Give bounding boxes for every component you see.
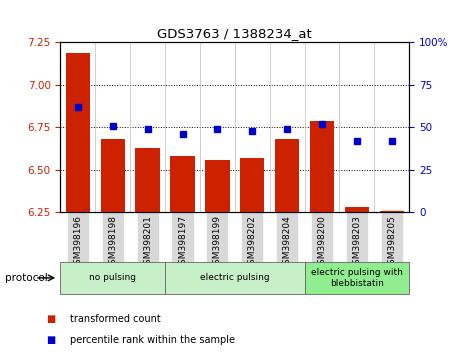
Text: transformed count: transformed count	[70, 314, 160, 324]
Bar	[345, 207, 369, 212]
Bar	[135, 148, 160, 212]
Text: ■: ■	[46, 335, 56, 345]
Bar	[100, 139, 125, 212]
Text: electric pulsing with
blebbistatin: electric pulsing with blebbistatin	[311, 268, 403, 287]
Text: percentile rank within the sample: percentile rank within the sample	[70, 335, 235, 345]
Bar	[66, 53, 90, 212]
Text: electric pulsing: electric pulsing	[200, 273, 270, 282]
Bar	[240, 158, 265, 212]
Bar	[205, 160, 230, 212]
Title: GDS3763 / 1388234_at: GDS3763 / 1388234_at	[158, 27, 312, 40]
Text: no pulsing: no pulsing	[89, 273, 136, 282]
Text: ■: ■	[46, 314, 56, 324]
Bar	[275, 139, 299, 212]
Bar	[379, 211, 404, 212]
Bar	[310, 121, 334, 212]
Text: protocol: protocol	[5, 273, 47, 283]
Bar	[170, 156, 195, 212]
